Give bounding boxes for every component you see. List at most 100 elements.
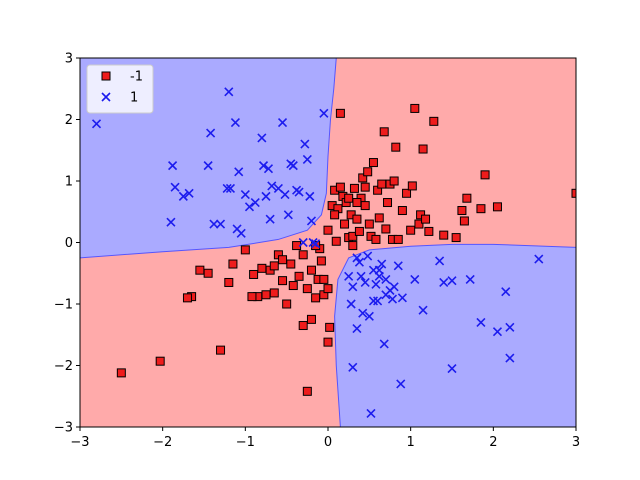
point-class-neg [325, 322, 335, 332]
point-class-pos [356, 271, 366, 281]
point-class-neg [286, 259, 296, 269]
point-class-pos [435, 256, 445, 266]
y-tick-label: 2 [65, 113, 73, 128]
legend-marker-class-neg [101, 71, 111, 81]
point-class-pos [344, 271, 354, 281]
point-class-neg [457, 206, 467, 216]
point-class-neg [216, 345, 226, 355]
point-class-pos [360, 277, 370, 288]
point-class-pos [166, 217, 176, 227]
point-class-neg [282, 299, 292, 309]
point-class-neg [360, 201, 370, 211]
point-class-pos [224, 87, 234, 97]
point-class-neg [257, 263, 267, 273]
point-class-pos [178, 191, 188, 201]
point-class-neg [407, 181, 417, 191]
point-class-neg [371, 234, 381, 244]
point-class-neg [459, 216, 469, 226]
point-class-neg [269, 261, 279, 271]
point-class-pos [379, 339, 389, 349]
point-class-neg [414, 219, 424, 229]
point-class-pos [352, 324, 362, 334]
point-class-pos [277, 118, 288, 128]
point-class-pos [225, 183, 236, 193]
y-tick-label: 1 [65, 175, 73, 190]
point-class-neg [298, 321, 308, 331]
point-class-pos [373, 296, 383, 306]
point-class-neg [374, 213, 384, 223]
point-class-pos [410, 274, 420, 284]
point-class-neg [323, 284, 333, 294]
point-class-neg [410, 103, 420, 113]
point-class-neg [377, 179, 387, 189]
point-class-pos [319, 108, 329, 118]
point-class-pos [354, 257, 364, 267]
point-class-pos [283, 210, 293, 220]
point-class-neg [424, 226, 434, 236]
point-class-neg [228, 259, 238, 269]
point-class-pos [234, 167, 244, 177]
point-class-neg [363, 167, 373, 177]
point-class-neg [354, 226, 364, 236]
point-class-neg [439, 230, 449, 240]
point-class-neg [393, 234, 403, 244]
point-class-neg [358, 173, 368, 183]
point-class-neg [224, 277, 234, 287]
point-class-neg [316, 256, 326, 266]
point-class-pos [206, 128, 216, 138]
point-class-pos [244, 202, 255, 212]
point-class-neg [261, 290, 271, 300]
point-class-neg [330, 210, 340, 220]
point-class-pos [348, 362, 358, 372]
x-tick-label: −3 [70, 435, 89, 450]
decision-boundary-upper-left [80, 58, 337, 259]
point-class-pos [168, 161, 178, 171]
point-class-neg [195, 265, 205, 275]
point-class-pos [263, 164, 274, 174]
point-class-neg [364, 219, 374, 229]
region-class-pos-lower-right [334, 244, 576, 427]
point-class-pos [203, 161, 213, 171]
point-class-pos [476, 317, 486, 328]
point-class-neg [406, 225, 416, 235]
point-class-pos [294, 187, 304, 197]
point-class-pos [364, 311, 374, 321]
point-class-pos [267, 181, 277, 191]
point-class-pos [368, 296, 379, 306]
point-class-neg [155, 356, 165, 366]
point-class-pos [397, 293, 407, 303]
point-class-neg [451, 233, 461, 243]
point-class-pos [300, 139, 310, 149]
point-class-neg [418, 144, 428, 154]
point-class-pos [363, 251, 373, 261]
point-class-pos [348, 282, 358, 292]
point-class-pos [492, 327, 503, 337]
point-class-pos [257, 133, 267, 143]
x-tick-label: 0 [324, 435, 332, 450]
point-class-neg [240, 245, 250, 255]
point-class-pos [377, 259, 387, 269]
x-tick-label: 2 [489, 435, 497, 450]
point-class-neg [203, 268, 213, 278]
point-class-pos [308, 237, 318, 248]
y-tick-label: −2 [54, 359, 73, 374]
point-class-pos [366, 408, 376, 419]
point-class-pos [501, 287, 511, 297]
point-class-pos [184, 188, 194, 198]
point-class-neg [340, 219, 350, 229]
point-class-pos [358, 308, 368, 318]
point-class-neg [288, 281, 298, 291]
x-tick-label: −2 [153, 435, 172, 450]
point-class-neg [278, 276, 288, 286]
x-axis: −3 −2 −1 0 1 2 3 [70, 427, 580, 450]
legend-label: -1 [130, 70, 143, 85]
point-class-neg [278, 255, 288, 265]
point-class-pos [534, 254, 544, 264]
point-class-neg [249, 269, 259, 279]
point-class-pos [387, 294, 398, 304]
data-points [91, 87, 576, 419]
point-class-neg [323, 337, 333, 347]
point-class-neg [298, 250, 308, 260]
point-class-neg [402, 188, 412, 198]
